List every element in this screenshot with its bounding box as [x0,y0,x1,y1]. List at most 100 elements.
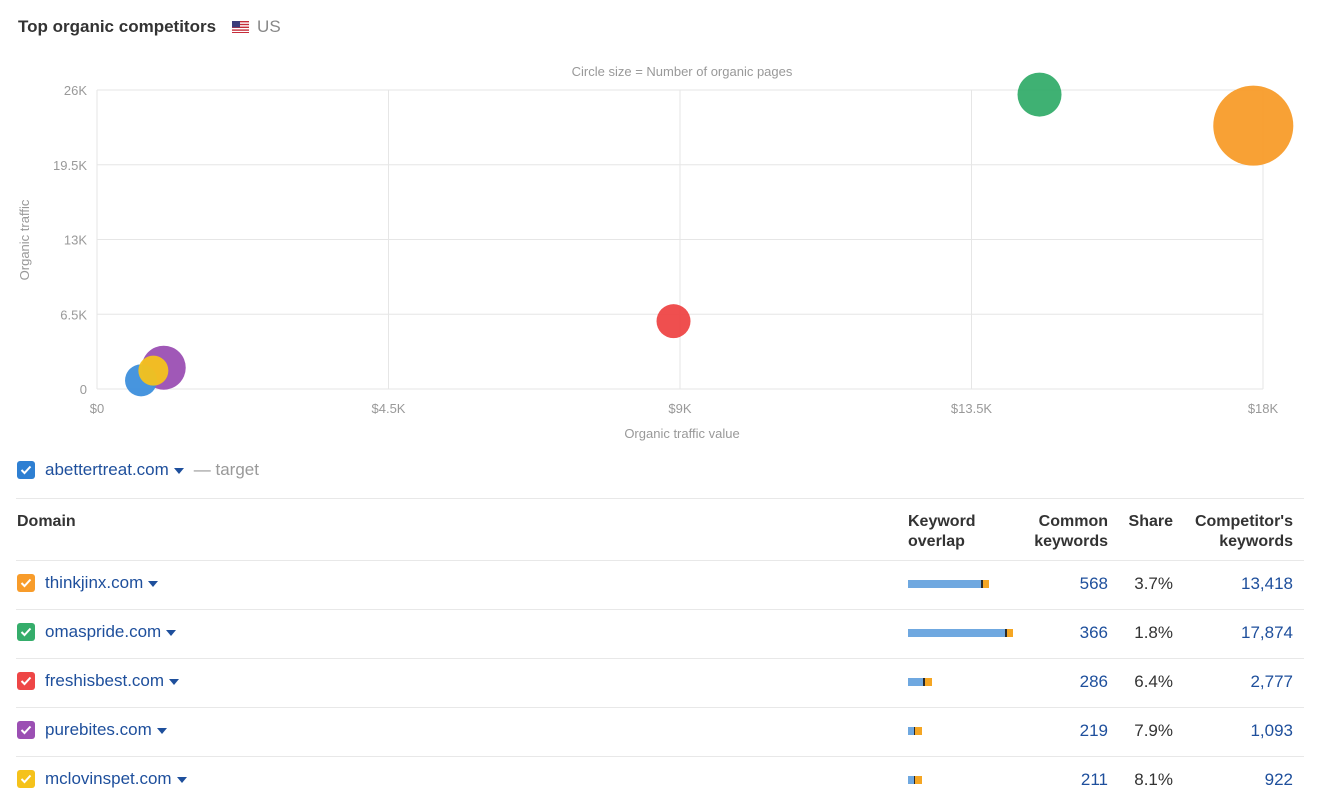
overlap-segment-target [915,727,922,735]
checkmark-icon [20,725,32,735]
keyword-overlap-bar [908,580,989,588]
y-tick-label: 13K [64,233,87,248]
x-tick-label: $4.5K [372,401,406,416]
table-body: thinkjinx.com 568 3.7% 13,418 omaspride.… [16,561,1304,803]
domain-link[interactable]: purebites.com [45,720,152,739]
common-keywords-value[interactable]: 211 [1080,770,1108,789]
table-row: purebites.com 219 7.9% 1,093 [16,708,1304,757]
competitor-bubble-chart: 0 6.5K 13K 19.5K 26K $0 $4.5K $9K $13.5K $18K Circ… [0,55,1317,450]
overlap-segment-common [908,580,981,588]
column-header-share[interactable]: Share [1128,513,1173,530]
keyword-overlap-bar [908,678,932,686]
domain-cell: purebites.com [17,720,167,740]
column-header-common-keywords[interactable]: Common keywords [1034,513,1108,550]
us-flag-icon [232,21,250,33]
column-header-competitor-keywords[interactable]: Competitor's keywords [1194,513,1293,550]
y-tick-label: 0 [80,382,87,397]
checkmark-icon [20,774,32,784]
target-domain-row: abettertreat.com — target [17,460,259,480]
target-checkbox[interactable] [17,461,35,479]
column-header-domain[interactable]: Domain [17,513,76,530]
checkmark-icon [20,465,32,475]
competitor-keywords-value[interactable]: 13,418 [1241,574,1293,593]
competitor-keywords-value[interactable]: 922 [1264,770,1293,789]
bubble-thinkjinx-com[interactable] [1213,85,1294,166]
target-label: — target [193,460,259,479]
domain-link[interactable]: mclovinspet.com [45,769,172,788]
row-checkbox[interactable] [17,623,35,641]
domain-link[interactable]: freshisbest.com [45,671,165,690]
table-row: thinkjinx.com 568 3.7% 13,418 [16,561,1304,610]
domain-cell: mclovinspet.com [17,769,187,789]
country-label: US [257,17,281,36]
domain-cell: omaspride.com [17,622,177,642]
x-tick-label: $9K [668,401,691,416]
share-value: 1.8% [1134,623,1173,642]
table-row: freshisbest.com 286 6.4% 2,777 [16,659,1304,708]
chevron-down-icon[interactable] [176,777,187,783]
competitor-keywords-value[interactable]: 2,777 [1250,672,1293,691]
overlap-segment-divider [981,580,983,588]
y-axis-title: Organic traffic [17,199,32,280]
checkmark-icon [20,627,32,637]
target-domain-link[interactable]: abettertreat.com [45,460,169,479]
bubble-omaspride-com[interactable] [1017,72,1062,117]
domain-cell: freshisbest.com [17,671,180,691]
keyword-overlap-bar [908,629,1013,637]
overlap-segment-common [908,629,1005,637]
chevron-down-icon[interactable] [173,468,184,474]
section-header: Top organic competitors US [18,17,281,37]
chart-subtitle: Circle size = Number of organic pages [572,64,793,79]
common-keywords-value[interactable]: 286 [1079,672,1108,691]
share-value: 6.4% [1134,672,1173,691]
row-checkbox[interactable] [17,672,35,690]
column-header-keyword-overlap[interactable]: Keyword overlap [908,513,976,550]
y-tick-label: 6.5K [60,307,87,322]
x-tick-label: $0 [90,401,104,416]
overlap-segment-divider [923,678,925,686]
competitor-keywords-value[interactable]: 1,093 [1250,721,1293,740]
domain-link[interactable]: thinkjinx.com [45,573,144,592]
share-value: 8.1% [1134,770,1173,789]
chart-canvas: 0 6.5K 13K 19.5K 26K $0 $4.5K $9K $13.5K $18K Circ… [17,64,1294,441]
overlap-segment-common [908,776,914,784]
table-header: Domain Keyword overlap Common keywords S… [16,498,1304,561]
table-row: omaspride.com 366 1.8% 17,874 [16,610,1304,659]
checkmark-icon [20,578,32,588]
overlap-segment-common [908,727,914,735]
share-value: 3.7% [1134,574,1173,593]
chevron-down-icon[interactable] [166,630,177,636]
common-keywords-value[interactable]: 219 [1079,721,1108,740]
x-axis-title: Organic traffic value [624,426,739,441]
overlap-segment-target [915,776,922,784]
row-checkbox[interactable] [17,721,35,739]
common-keywords-value[interactable]: 366 [1079,623,1108,642]
chevron-down-icon[interactable] [148,581,159,587]
overlap-segment-target [983,580,989,588]
common-keywords-value[interactable]: 568 [1079,574,1108,593]
x-tick-label: $13.5K [951,401,993,416]
overlap-segment-divider [1005,629,1007,637]
overlap-segment-divider [914,776,915,784]
chevron-down-icon[interactable] [169,679,180,685]
x-tick-label: $18K [1248,401,1279,416]
domain-cell: thinkjinx.com [17,573,159,593]
y-tick-label: 19.5K [53,158,87,173]
row-checkbox[interactable] [17,574,35,592]
keyword-overlap-bar [908,776,922,784]
domain-link[interactable]: omaspride.com [45,622,162,641]
keyword-overlap-bar [908,727,922,735]
overlap-segment-divider [914,727,915,735]
competitor-keywords-value[interactable]: 17,874 [1241,623,1293,642]
row-checkbox[interactable] [17,770,35,788]
overlap-segment-common [908,678,923,686]
bubble-freshisbest-com[interactable] [656,304,691,339]
table-row: mclovinspet.com 211 8.1% 922 [16,757,1304,803]
chevron-down-icon[interactable] [156,728,167,734]
y-tick-label: 26K [64,83,87,98]
page-title: Top organic competitors [18,17,217,36]
overlap-segment-target [1007,629,1013,637]
checkmark-icon [20,676,32,686]
bubble-mclovinspet-com[interactable] [138,355,169,386]
share-value: 7.9% [1134,721,1173,740]
